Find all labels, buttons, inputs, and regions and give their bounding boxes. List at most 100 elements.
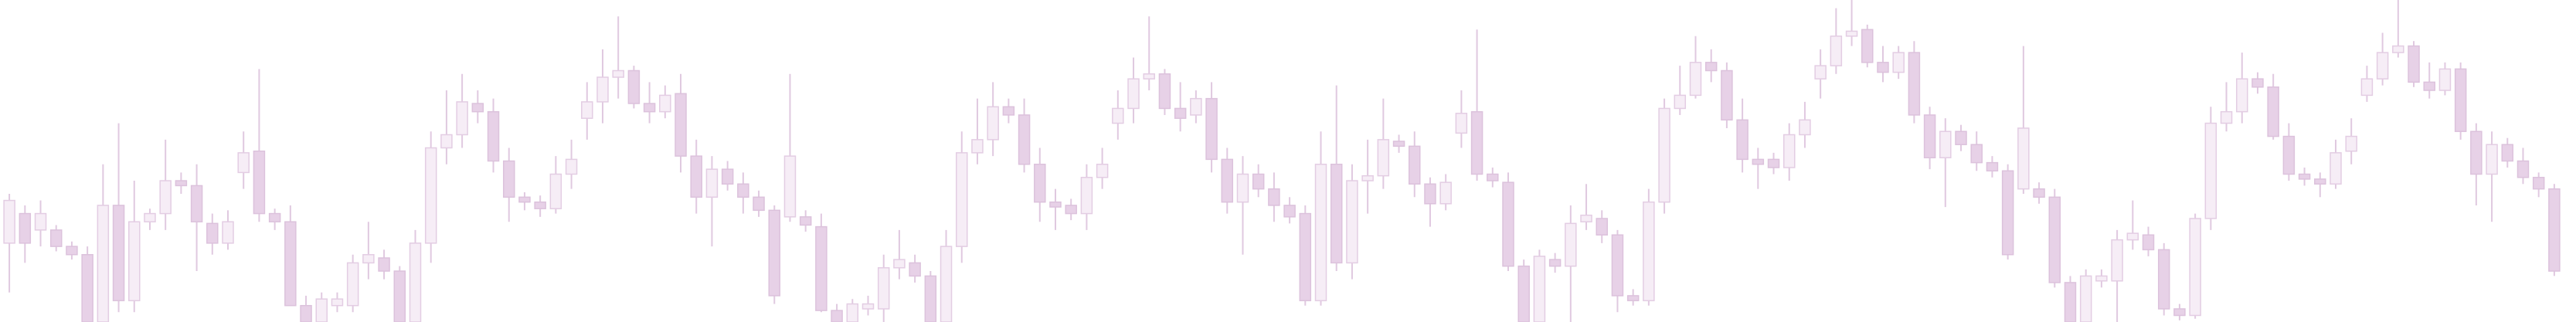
candle-body (1908, 52, 1921, 116)
candle-body (987, 106, 999, 141)
candle-body (1596, 218, 1608, 236)
candle-body (721, 168, 734, 185)
candle-body (2236, 78, 2248, 113)
candle-body (1986, 161, 1999, 172)
candle-body (1439, 181, 1452, 205)
candle-body (144, 212, 156, 222)
candle-body (49, 229, 63, 247)
candle-body (1221, 158, 1234, 203)
candle-body (831, 310, 843, 322)
candle-body (1814, 65, 1827, 80)
candle-body (2376, 52, 2389, 80)
candle-body (2079, 275, 2092, 322)
candle-body (799, 216, 812, 226)
candle-body (2486, 144, 2498, 175)
candle-body (2392, 45, 2404, 53)
candle-body (737, 183, 749, 198)
candle-body (2126, 232, 2139, 241)
candle-body (175, 180, 188, 187)
candle-body (1424, 183, 1436, 205)
candle-body (315, 298, 328, 322)
candle-body (815, 225, 828, 311)
candle-body (1455, 113, 1468, 134)
candle-body (268, 212, 281, 222)
candle-body (1409, 145, 1421, 185)
candle-body (690, 155, 702, 198)
candle-body (1002, 106, 1015, 116)
candle-body (1127, 78, 1140, 110)
candle-body (2142, 234, 2155, 251)
candle-body (909, 262, 921, 277)
candle-body (190, 185, 203, 222)
candle-body (2157, 249, 2170, 310)
candle-body (612, 69, 624, 78)
candle-body (675, 93, 687, 157)
candle-body (1923, 114, 1936, 158)
candle-body (1736, 119, 1748, 161)
candle-body (1158, 73, 1171, 110)
candle-body (1377, 139, 1390, 177)
candle-body (2267, 86, 2279, 137)
candle-body (2532, 177, 2545, 190)
candle-body (2001, 170, 2014, 256)
candle-body (596, 76, 609, 103)
candle-body (1080, 177, 1093, 215)
candle-body (2470, 130, 2483, 175)
candle-body (331, 298, 344, 307)
candle-body (565, 158, 578, 175)
candle-body (1970, 144, 1983, 164)
candle-body (2330, 152, 2342, 185)
candle-body (1565, 222, 1577, 267)
candle-body (940, 246, 953, 322)
candle-body (1704, 62, 1718, 72)
candle-body (2204, 122, 2217, 219)
candle-body (1205, 97, 1218, 161)
candle-body (2095, 275, 2108, 282)
candle-body (1065, 205, 1077, 215)
candle-body (1034, 164, 1046, 203)
candle-body (300, 304, 312, 322)
candle-body (1658, 107, 1670, 203)
candle-body (253, 150, 266, 215)
candle-body (1314, 164, 1327, 302)
candle-body (877, 267, 890, 310)
candle-body (2064, 282, 2077, 322)
candle-body (2517, 160, 2530, 178)
candle-body (2314, 178, 2326, 185)
candle-body (924, 275, 937, 322)
candle-body (1674, 94, 1687, 110)
candle-body (440, 134, 453, 149)
candle-body (1517, 265, 1530, 322)
candle-body (81, 254, 93, 322)
candle-body (424, 147, 437, 244)
candle-body (1580, 214, 1592, 222)
candle-body (659, 94, 671, 113)
candle-body (2438, 68, 2452, 91)
candle-body (643, 103, 656, 113)
candle-body (1861, 29, 1874, 63)
candle-body (1533, 256, 1546, 322)
candle-body (1143, 73, 1155, 80)
candle-body (1112, 107, 1124, 124)
candle-body (1236, 173, 1249, 203)
candle-body (1487, 173, 1499, 181)
candle-body (861, 303, 875, 310)
candle-body (2017, 127, 2030, 190)
candle-body (2220, 110, 2233, 124)
candle-body (2282, 135, 2296, 175)
candle-body (97, 205, 110, 322)
candle-body (2189, 218, 2201, 317)
candle-body (1330, 164, 1343, 264)
candle-body (627, 69, 641, 104)
candle-body (237, 152, 250, 174)
candle-body (3, 199, 15, 244)
candle-body (2173, 308, 2186, 317)
candle-body (1939, 130, 1952, 158)
candle-body (1470, 110, 1483, 175)
candle-body (1830, 36, 1843, 66)
candle-body (1283, 205, 1296, 218)
candle-body (2360, 78, 2374, 97)
candle-body (705, 168, 719, 198)
candle-body (534, 201, 546, 209)
candle-body (956, 152, 968, 247)
